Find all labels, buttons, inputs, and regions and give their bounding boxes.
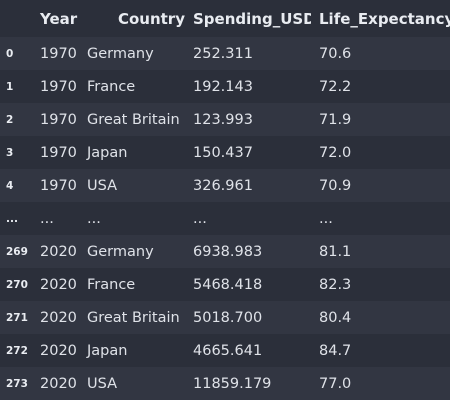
cell-country: France bbox=[87, 276, 136, 293]
cell-country: USA bbox=[87, 375, 118, 392]
cell-spending: 6938.983 bbox=[193, 243, 263, 260]
row-index: 1 bbox=[6, 80, 14, 93]
cell-year: 1970 bbox=[40, 177, 77, 194]
table-row: 0 1970 Germany 252.311 70.6 bbox=[0, 37, 450, 70]
cell-spending: 4665.641 bbox=[193, 342, 263, 359]
row-index: 270 bbox=[6, 278, 28, 291]
cell-life-expectancy: 80.4 bbox=[319, 309, 352, 326]
table-row: 271 2020 Great Britain 5018.700 80.4 bbox=[0, 301, 450, 334]
row-index: 273 bbox=[6, 377, 28, 390]
cell-spending: 5468.418 bbox=[193, 276, 263, 293]
cell-year: 2020 bbox=[40, 309, 77, 326]
cell-life-expectancy: 70.9 bbox=[319, 177, 352, 194]
row-index: 0 bbox=[6, 47, 14, 60]
cell-life-expectancy: 84.7 bbox=[319, 342, 352, 359]
table-row: ............... bbox=[0, 202, 450, 235]
cell-spending: 192.143 bbox=[193, 78, 253, 95]
table-row: 273 2020 USA 11859.179 77.0 bbox=[0, 367, 450, 400]
cell-spending: 326.961 bbox=[193, 177, 253, 194]
row-index: 3 bbox=[6, 146, 14, 159]
table-row: 2 1970 Great Britain 123.993 71.9 bbox=[0, 103, 450, 136]
index-header bbox=[0, 0, 33, 37]
cell-life-expectancy: 81.1 bbox=[319, 243, 352, 260]
table-row: 4 1970 USA 326.961 70.9 bbox=[0, 169, 450, 202]
column-header-country: Country bbox=[117, 9, 185, 28]
row-index: 271 bbox=[6, 311, 28, 324]
table-row: 272 2020 Japan 4665.641 84.7 bbox=[0, 334, 450, 367]
cell-country: Great Britain bbox=[87, 309, 180, 326]
cell-country: USA bbox=[87, 177, 118, 194]
cell-year: 2020 bbox=[40, 375, 77, 392]
column-header-year: Year bbox=[40, 9, 78, 28]
cell-country: Germany bbox=[87, 45, 154, 62]
cell-life-expectancy: ... bbox=[319, 210, 333, 227]
row-index: 272 bbox=[6, 344, 28, 357]
cell-spending: 150.437 bbox=[193, 144, 253, 161]
row-index: 4 bbox=[6, 179, 14, 192]
cell-country: Japan bbox=[87, 342, 128, 359]
cell-life-expectancy: 82.3 bbox=[319, 276, 352, 293]
cell-year: 1970 bbox=[40, 45, 77, 62]
column-header-spending: Spending_USD bbox=[193, 9, 311, 28]
cell-year: 2020 bbox=[40, 243, 77, 260]
table-body: 0 1970 Germany 252.311 70.6 1 1970 France 192.14… bbox=[0, 37, 450, 400]
table-header: Year Country Spending_USD Life_Expectanc… bbox=[0, 0, 450, 37]
table-row: 270 2020 France 5468.418 82.3 bbox=[0, 268, 450, 301]
cell-year: 2020 bbox=[40, 342, 77, 359]
table-row: 3 1970 Japan 150.437 72.0 bbox=[0, 136, 450, 169]
cell-spending: 11859.179 bbox=[193, 375, 272, 392]
cell-life-expectancy: 77.0 bbox=[319, 375, 352, 392]
cell-year: ... bbox=[40, 210, 54, 227]
cell-spending: 123.993 bbox=[193, 111, 253, 128]
column-header-life-expectancy: Life_Expectancy bbox=[319, 9, 450, 28]
cell-country: Japan bbox=[87, 144, 128, 161]
cell-country: ... bbox=[87, 210, 101, 227]
cell-year: 1970 bbox=[40, 111, 77, 128]
header-row: Year Country Spending_USD Life_Expectanc… bbox=[0, 0, 450, 37]
cell-life-expectancy: 72.0 bbox=[319, 144, 352, 161]
cell-spending: 5018.700 bbox=[193, 309, 263, 326]
cell-country: France bbox=[87, 78, 136, 95]
cell-country: Great Britain bbox=[87, 111, 180, 128]
table-row: 1 1970 France 192.143 72.2 bbox=[0, 70, 450, 103]
cell-life-expectancy: 70.6 bbox=[319, 45, 352, 62]
cell-year: 1970 bbox=[40, 144, 77, 161]
table-row: 269 2020 Germany 6938.983 81.1 bbox=[0, 235, 450, 268]
cell-year: 2020 bbox=[40, 276, 77, 293]
cell-life-expectancy: 71.9 bbox=[319, 111, 352, 128]
cell-spending: 252.311 bbox=[193, 45, 253, 62]
row-index: 269 bbox=[6, 245, 28, 258]
cell-year: 1970 bbox=[40, 78, 77, 95]
row-index: ... bbox=[6, 212, 18, 225]
cell-life-expectancy: 72.2 bbox=[319, 78, 352, 95]
cell-country: Germany bbox=[87, 243, 154, 260]
row-index: 2 bbox=[6, 113, 14, 126]
cell-spending: ... bbox=[193, 210, 207, 227]
